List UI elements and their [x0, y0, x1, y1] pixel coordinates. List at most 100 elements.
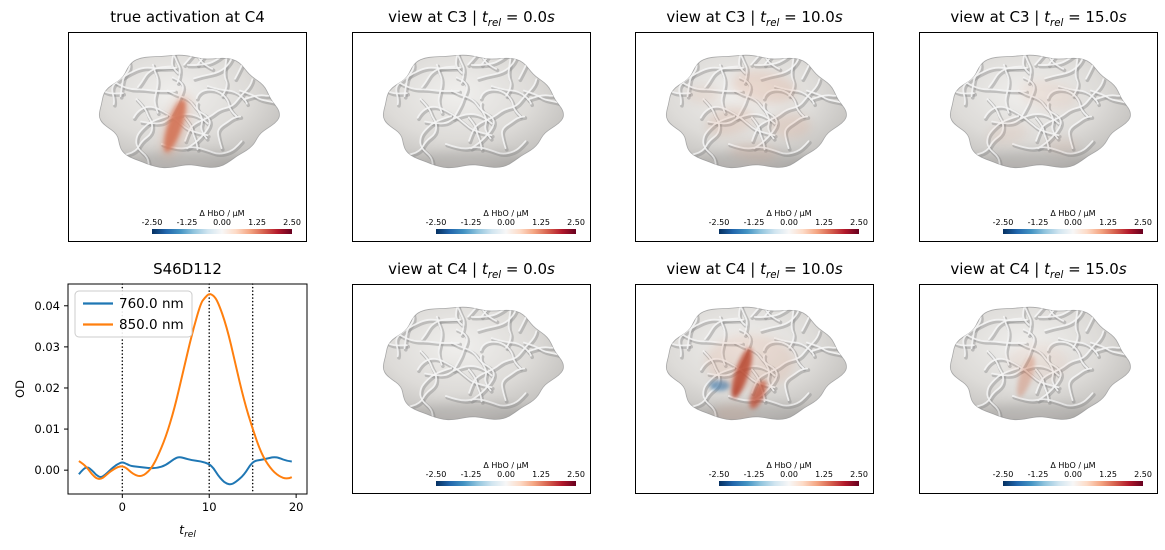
- colorbar-tick-label: -1.25: [743, 218, 765, 227]
- colorbar: Δ HbO / µM -2.50 -1.25 0.00 1.25 2.50: [142, 208, 301, 234]
- colorbar: Δ HbO / µM -2.50 -1.25 0.00 1.25 2.50: [993, 460, 1152, 486]
- colorbar-gradient: [719, 229, 859, 234]
- colorbar-tick-label: 2.50: [850, 470, 868, 479]
- panel-title: view at C4 | trel = 15.0s: [950, 260, 1127, 281]
- series-line-850-0-nm: [78, 293, 293, 480]
- colorbar-tick-label: 0.00: [1064, 218, 1082, 227]
- colorbar-ticks: -2.50 -1.25 0.00 1.25 2.50: [426, 218, 585, 228]
- colorbar-tick-label: -2.50: [992, 470, 1014, 479]
- legend-entry-label: 760.0 nm: [119, 296, 184, 312]
- x-tick-label: 20: [289, 500, 304, 514]
- brain-surface-render: [382, 306, 564, 421]
- panel-title: view at C3 | trel = 15.0s: [950, 8, 1127, 29]
- colorbar-tick-label: 0.00: [1064, 470, 1082, 479]
- x-tick-label: 10: [202, 500, 217, 514]
- colorbar-tick-label: 2.50: [1134, 218, 1152, 227]
- panel-title: view at C4 | trel = 0.0s: [388, 260, 555, 281]
- colorbar-tick-label: 1.25: [815, 470, 833, 479]
- colorbar-tick-label: 1.25: [1099, 218, 1117, 227]
- brain-render-c4-t10: Δ HbO / µM -2.50 -1.25 0.00 1.25 2.50: [635, 284, 874, 494]
- colorbar-tick-label: 0.00: [780, 218, 798, 227]
- activation-patch: [1007, 343, 1069, 381]
- legend: 760.0 nm 850.0 nm: [74, 290, 193, 338]
- panel-view-c4-t15: view at C4 | trel = 15.0s Δ HbO / µM -2.5…: [919, 260, 1158, 494]
- colorbar: Δ HbO / µM -2.50 -1.25 0.00 1.25 2.50: [993, 208, 1152, 234]
- colorbar-label: Δ HbO / µM: [199, 208, 245, 218]
- colorbar-tick-label: 2.50: [283, 218, 301, 227]
- colorbar-tick-label: -1.25: [460, 470, 482, 479]
- y-tick-label: 0.00: [34, 463, 60, 477]
- activation-patch: [1046, 138, 1079, 154]
- panel-timeseries-s46d112: S46D112 0.00 0.01 0.02 0.03 0.04 0 10 20 OD trel 7…: [13, 260, 308, 540]
- colorbar-tick-label: 1.25: [1099, 470, 1117, 479]
- gyri-texture: [666, 55, 847, 168]
- panel-title: view at C3 | trel = 0.0s: [388, 8, 555, 29]
- panel-view-c3-t15: view at C3 | trel = 15.0s Δ HbO / µM -2.5…: [919, 8, 1158, 242]
- brain-surface-render: [949, 306, 1131, 421]
- brain-surface-render: [98, 54, 280, 169]
- colorbar-tick-label: -2.50: [708, 470, 730, 479]
- panel-title: view at C4 | trel = 10.0s: [666, 260, 843, 281]
- colorbar-tick-label: -1.25: [176, 218, 198, 227]
- activation-patch: [160, 93, 192, 159]
- brain-render-c3-t0: Δ HbO / µM -2.50 -1.25 0.00 1.25 2.50: [352, 32, 591, 242]
- colorbar-tick-label: 1.25: [532, 470, 550, 479]
- colorbar-tick-label: 0.00: [497, 218, 515, 227]
- colorbar-tick-label: -2.50: [425, 470, 447, 479]
- activation-patch: [732, 71, 797, 104]
- x-axis-label: trel: [179, 522, 196, 540]
- y-axis-label: OD: [13, 380, 27, 398]
- colorbar-tick-label: 2.50: [567, 218, 585, 227]
- colorbar-tick-label: -1.25: [1027, 218, 1049, 227]
- y-tick-label: 0.04: [34, 299, 60, 313]
- colorbar-tick-label: 2.50: [567, 470, 585, 479]
- brain-render-c4-t15: Δ HbO / µM -2.50 -1.25 0.00 1.25 2.50: [919, 284, 1158, 494]
- brain-surface-render: [382, 54, 564, 169]
- activation-patch: [987, 122, 1028, 145]
- colorbar-gradient: [719, 481, 859, 486]
- colorbar-gradient: [1003, 229, 1143, 234]
- colorbar-gradient: [436, 229, 576, 234]
- panel-view-c3-t0: view at C3 | trel = 0.0s Δ HbO / µM -2.50…: [352, 8, 591, 242]
- panel-view-c4-t10: view at C4 | trel = 10.0s Δ HbO / µM -2.5…: [635, 260, 874, 494]
- colorbar: Δ HbO / µM -2.50 -1.25 0.00 1.25 2.50: [426, 208, 585, 234]
- colorbar-tick-label: -1.25: [460, 218, 482, 227]
- colorbar-gradient: [436, 481, 576, 486]
- colorbar-gradient: [1003, 481, 1143, 486]
- colorbar-ticks: -2.50 -1.25 0.00 1.25 2.50: [709, 470, 868, 480]
- brain-surface-render: [665, 306, 847, 421]
- gyri-texture: [950, 55, 1131, 168]
- colorbar-tick-label: -2.50: [708, 218, 730, 227]
- colorbar-label: Δ HbO / µM: [483, 460, 529, 470]
- colorbar-ticks: -2.50 -1.25 0.00 1.25 2.50: [709, 218, 868, 228]
- timeseries-plot: 0.00 0.01 0.02 0.03 0.04 0 10 20 OD trel 760.0 nm 8…: [13, 283, 308, 540]
- axes-frame: [67, 283, 308, 495]
- colorbar: Δ HbO / µM -2.50 -1.25 0.00 1.25 2.50: [709, 460, 868, 486]
- activation-patch: [770, 113, 811, 138]
- activation-patch: [687, 85, 720, 105]
- timeseries-chart: 0.00 0.01 0.02 0.03 0.04 0 10 20 OD trel 760.0 nm 8…: [13, 283, 308, 540]
- colorbar-ticks: -2.50 -1.25 0.00 1.25 2.50: [426, 470, 585, 480]
- colorbar-tick-label: 0.00: [213, 218, 231, 227]
- colorbar-tick-label: 0.00: [780, 470, 798, 479]
- colorbar-tick-label: -1.25: [1027, 470, 1049, 479]
- colorbar: Δ HbO / µM -2.50 -1.25 0.00 1.25 2.50: [709, 208, 868, 234]
- colorbar-label: Δ HbO / µM: [766, 460, 812, 470]
- brain-surface-render: [949, 54, 1131, 169]
- colorbar-label: Δ HbO / µM: [766, 208, 812, 218]
- colorbar-tick-label: -2.50: [992, 218, 1014, 227]
- brain-render-c3-t15: Δ HbO / µM -2.50 -1.25 0.00 1.25 2.50: [919, 32, 1158, 242]
- colorbar-tick-label: 1.25: [248, 218, 266, 227]
- colorbar-gradient: [152, 229, 292, 234]
- colorbar-label: Δ HbO / µM: [1050, 460, 1096, 470]
- colorbar-label: Δ HbO / µM: [1050, 208, 1096, 218]
- colorbar-label: Δ HbO / µM: [483, 208, 529, 218]
- panel-view-c3-t10: view at C3 | trel = 10.0s Δ HbO / µM -2.5…: [635, 8, 874, 242]
- activation-patch: [1020, 80, 1077, 110]
- activation-patch: [705, 334, 795, 390]
- colorbar-tick-label: -2.50: [425, 218, 447, 227]
- colorbar-tick-label: 1.25: [815, 218, 833, 227]
- brain-surface-render: [665, 54, 847, 169]
- panel-title: view at C3 | trel = 10.0s: [666, 8, 843, 29]
